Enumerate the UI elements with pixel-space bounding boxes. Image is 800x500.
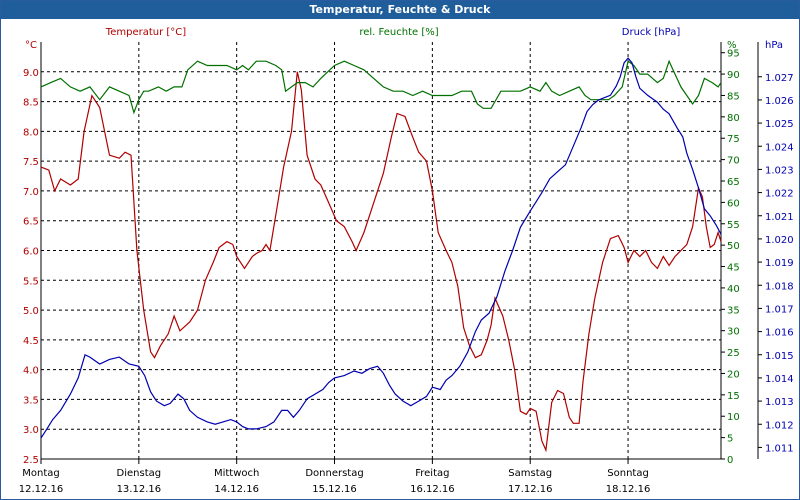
legend-temperature: Temperatur [°C] [105, 27, 186, 38]
humidity-tick-label: 85 [727, 91, 740, 102]
temperature-tick-label: 7.5 [23, 157, 39, 168]
humidity-tick-label: 90 [727, 70, 740, 81]
humidity-tick-label: 10 [727, 412, 740, 423]
chart-svg: °C 2.5 3.0 3.5 4.0 4.5 5.0 5.5 6.0 6.5 7.0 7.5 8.0 8.… [19, 27, 794, 495]
x-tick-date: 15.12.16 [312, 484, 357, 495]
humidity-tick-label: 0 [727, 455, 733, 466]
temperature-tick-label: 8.5 [23, 98, 39, 109]
temperature-tick-label: 6.0 [23, 247, 39, 258]
temperature-tick-label: 3.5 [23, 395, 39, 406]
x-tick-day: Montag [22, 468, 59, 479]
temperature-tick-label: 6.5 [23, 217, 39, 228]
x-tick-day: Mittwoch [214, 468, 259, 479]
x-tick-date: 13.12.16 [117, 484, 162, 495]
pressure-tick-label: 1.024 [765, 142, 794, 153]
pressure-tick-label: 1.026 [765, 96, 794, 107]
temperature-tick-label: 4.0 [23, 366, 39, 377]
temperature-tick-label: 9.0 [23, 68, 39, 79]
humidity-tick-label: 20 [727, 369, 740, 380]
temperature-unit: °C [25, 40, 37, 51]
humidity-tick-label: 25 [727, 348, 740, 359]
temperature-tick-label: 7.0 [23, 187, 39, 198]
pressure-tick-label: 1.021 [765, 212, 794, 223]
humidity-unit: % [727, 40, 737, 51]
pressure-tick-label: 1.022 [765, 189, 794, 200]
humidity-tick-label: 80 [727, 113, 740, 124]
temperature-tick-label: 8.0 [23, 127, 39, 138]
pressure-tick-label: 1.020 [765, 235, 794, 246]
x-tick-date: 18.12.16 [606, 484, 651, 495]
x-tick-date: 14.12.16 [214, 484, 259, 495]
series-line-humidity [40, 59, 722, 115]
x-tick-date: 17.12.16 [508, 484, 553, 495]
humidity-tick-label: 40 [727, 284, 740, 295]
humidity-tick-label: 30 [727, 327, 740, 338]
x-tick-date: 12.12.16 [19, 484, 64, 495]
x-tick-day: Freitag [415, 468, 449, 479]
humidity-tick-label: 75 [727, 134, 740, 145]
pressure-tick-label: 1.014 [765, 374, 794, 385]
humidity-tick-label: 45 [727, 263, 740, 274]
humidity-tick-label: 55 [727, 220, 740, 231]
humidity-tick-label: 5 [727, 434, 733, 445]
chart-title: Temperatur, Feuchte & Druck [1, 1, 799, 19]
temperature-tick-label: 2.5 [23, 455, 39, 466]
legend-humidity: rel. Feuchte [%] [359, 27, 438, 38]
humidity-tick-label: 70 [727, 156, 740, 167]
x-tick-day: Samstag [508, 468, 552, 479]
pressure-tick-label: 1.018 [765, 281, 794, 292]
x-tick-day: Sonntag [607, 468, 649, 479]
legend-pressure: Druck [hPa] [622, 27, 681, 38]
humidity-tick-label: 50 [727, 241, 740, 252]
x-tick-date: 16.12.16 [410, 484, 455, 495]
pressure-tick-label: 1.017 [765, 304, 794, 315]
pressure-tick-label: 1.025 [765, 119, 794, 130]
pressure-tick-label: 1.013 [765, 397, 794, 408]
pressure-tick-label: 1.027 [765, 73, 794, 84]
pressure-tick-label: 1.019 [765, 258, 794, 269]
pressure-tick-label: 1.015 [765, 351, 794, 362]
pressure-tick-label: 1.023 [765, 165, 794, 176]
temperature-tick-label: 5.0 [23, 306, 39, 317]
temperature-tick-label: 4.5 [23, 336, 39, 347]
series-line-pressure [40, 57, 722, 439]
humidity-tick-label: 35 [727, 305, 740, 316]
humidity-tick-label: 60 [727, 198, 740, 209]
temperature-tick-label: 3.0 [23, 425, 39, 436]
pressure-unit: hPa [765, 40, 783, 51]
humidity-tick-label: 95 [727, 49, 740, 60]
pressure-tick-label: 1.016 [765, 328, 794, 339]
pressure-tick-label: 1.012 [765, 420, 794, 431]
x-tick-day: Donnerstag [305, 468, 363, 479]
temperature-tick-label: 5.5 [23, 276, 39, 287]
humidity-tick-label: 65 [727, 177, 740, 188]
series-line-temperature [40, 71, 722, 453]
x-tick-day: Dienstag [117, 468, 162, 479]
humidity-tick-label: 15 [727, 391, 740, 402]
pressure-tick-label: 1.011 [765, 443, 794, 454]
